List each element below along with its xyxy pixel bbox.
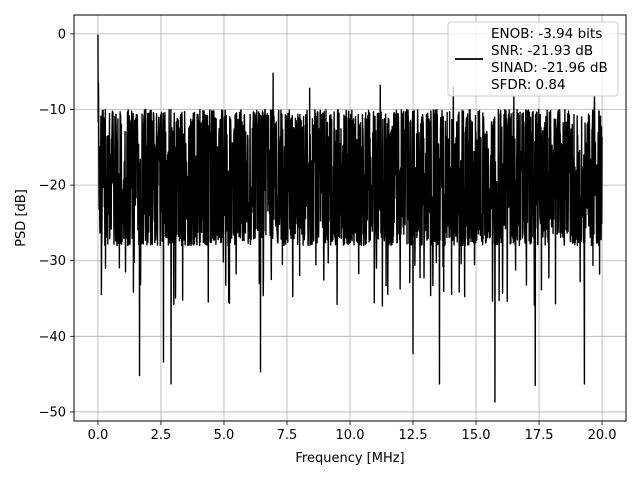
x-axis: 0.0 2.5 5.0 7.5 10.0 12.5 15.0 17.5 20.0 xyxy=(88,421,617,443)
legend-entry-sinad: SINAD: -21.96 dB xyxy=(491,60,608,76)
x-tick-label: 17.5 xyxy=(525,428,554,443)
x-axis-label: Frequency [MHz] xyxy=(295,451,404,466)
legend-box xyxy=(447,21,619,97)
x-tick-label: 10.0 xyxy=(336,428,365,443)
x-tick-label: 15.0 xyxy=(462,428,491,443)
y-tick-label: −40 xyxy=(39,330,66,345)
legend-entry-sfdr: SFDR: 0.84 xyxy=(491,77,566,93)
legend-entry-enob: ENOB: -3.94 bits xyxy=(491,26,602,42)
x-tick-label: 20.0 xyxy=(588,428,617,443)
y-tick-label: −20 xyxy=(39,179,66,194)
x-tick-label: 7.5 xyxy=(277,428,298,443)
x-tick-label: 12.5 xyxy=(399,428,428,443)
x-tick-label: 5.0 xyxy=(214,428,235,443)
legend: ENOB: -3.94 bits SNR: -21.93 dB SINAD: -… xyxy=(447,21,619,97)
legend-entry-snr: SNR: -21.93 dB xyxy=(491,43,593,59)
x-tick-label: 2.5 xyxy=(151,428,172,443)
y-tick-label: 0 xyxy=(58,27,66,42)
y-tick-label: −30 xyxy=(39,254,66,269)
y-axis: 0 −10 −20 −30 −40 −50 xyxy=(39,27,74,420)
psd-series-line xyxy=(97,34,603,403)
y-tick-label: −10 xyxy=(39,103,66,118)
y-tick-label: −50 xyxy=(39,405,66,420)
x-tick-label: 0.0 xyxy=(88,428,109,443)
y-axis-label: PSD [dB] xyxy=(14,189,29,247)
